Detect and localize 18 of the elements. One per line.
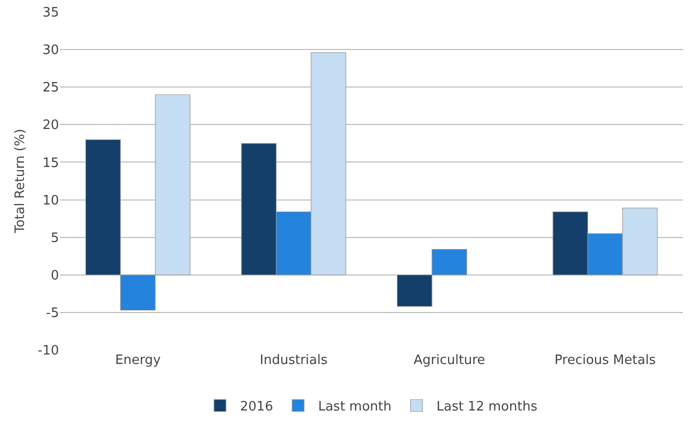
x-tick-label: Energy [115,353,161,368]
y-tick-label: 10 [42,193,59,208]
y-axis-title: Total Return (%) [13,128,28,234]
y-tick-label: -5 [46,306,59,321]
legend-label: Last month [318,400,392,415]
y-tick-label: 25 [42,80,59,96]
y-tick-label: 5 [50,230,59,246]
legend-label: 2016 [240,400,274,415]
x-tick-label: Precious Metals [554,353,656,368]
x-tick-label: Industrials [260,353,328,368]
y-tick-label: 35 [42,6,59,21]
y-tick-label: 15 [42,156,59,171]
y-tick-label: 20 [42,118,59,134]
y-tick-label: 30 [42,43,59,58]
y-tick-label: -10 [38,344,59,359]
y-tick-label: 0 [50,268,59,284]
legend-label: Last 12 months [436,400,538,415]
x-tick-label: Agriculture [414,353,486,368]
